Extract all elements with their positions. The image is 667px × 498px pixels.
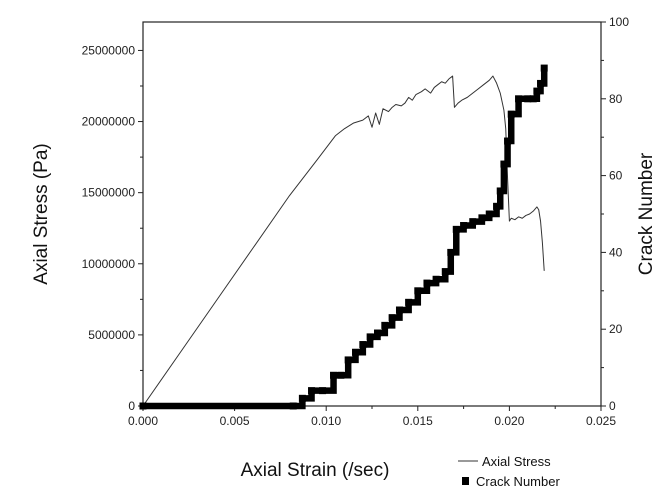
x-tick-label: 0.005 <box>220 414 250 428</box>
series-axial-stress-line <box>142 75 545 407</box>
crack-number-point <box>337 371 345 379</box>
x-tick-label: 0.000 <box>128 414 158 428</box>
crack-number-point <box>469 218 477 226</box>
y2-tick-label: 80 <box>609 92 623 106</box>
crack-number-point <box>540 64 548 72</box>
crack-number-point <box>373 329 381 337</box>
crack-number-point <box>533 87 541 95</box>
crack-number-point <box>308 387 316 395</box>
crack-number-point <box>500 160 508 168</box>
crack-number-point <box>447 248 455 256</box>
crack-number-point <box>537 79 545 87</box>
y-axis-ticks: 0 5000000 10000000 15000000 20000000 25000000 <box>82 43 143 413</box>
crack-number-point <box>319 387 327 395</box>
crack-number-point <box>452 225 460 233</box>
y-tick-label: 5000000 <box>88 328 135 342</box>
crack-number-point <box>352 348 360 356</box>
crack-number-point <box>359 341 367 349</box>
y2-tick-label: 20 <box>609 322 623 336</box>
x-axis-title: Axial Strain (/sec) <box>241 460 390 481</box>
crack-number-point <box>298 394 306 402</box>
y2-tick-label: 0 <box>609 399 616 413</box>
crack-number-point <box>330 371 338 379</box>
y-tick-label: 20000000 <box>82 115 136 129</box>
crack-number-point <box>395 306 403 314</box>
crack-number-point <box>515 95 523 103</box>
y2-axis-ticks: 0 20 40 60 80 100 <box>601 15 629 413</box>
x-tick-label: 0.025 <box>586 414 616 428</box>
x-axis-ticks: 0.000 0.005 0.010 0.015 0.020 0.025 <box>128 406 616 428</box>
crack-number-point <box>496 187 504 195</box>
crack-number-point <box>524 95 532 103</box>
crack-number-point <box>405 298 413 306</box>
series-layer <box>139 64 548 410</box>
legend-swatch-crack-number <box>462 477 469 485</box>
y2-tick-label: 100 <box>609 15 629 29</box>
x-tick-label: 0.020 <box>494 414 524 428</box>
crack-number-point <box>432 275 440 283</box>
y2-axis-title: Crack Number <box>636 152 657 275</box>
y2-tick-label: 60 <box>609 169 623 183</box>
y2-tick-label: 40 <box>609 245 623 259</box>
crack-number-point <box>485 210 493 218</box>
legend: Axial Stress Crack Number <box>458 454 560 489</box>
crack-number-point <box>414 287 422 295</box>
y-tick-label: 15000000 <box>82 186 136 200</box>
crack-number-point <box>478 214 486 222</box>
crack-number-point <box>423 279 431 287</box>
crack-number-point <box>381 321 389 329</box>
y-axis-title: Axial Stress (Pa) <box>31 143 52 284</box>
crack-number-point <box>441 268 449 276</box>
crack-number-point <box>507 110 515 118</box>
crack-number-point <box>493 202 501 210</box>
crack-number-point <box>388 314 396 322</box>
y-tick-label: 10000000 <box>82 257 136 271</box>
legend-label-crack-number: Crack Number <box>476 474 560 489</box>
crack-number-point <box>460 222 468 230</box>
crack-number-point <box>139 402 147 410</box>
crack-number-point <box>344 356 352 364</box>
crack-number-point <box>529 95 537 103</box>
x-tick-label: 0.010 <box>311 414 341 428</box>
x-tick-label: 0.015 <box>403 414 433 428</box>
crack-number-point <box>366 333 374 341</box>
legend-label-axial-stress: Axial Stress <box>482 454 551 469</box>
crack-number-point <box>289 402 297 410</box>
y-tick-label: 25000000 <box>82 43 136 57</box>
y-tick-label: 0 <box>128 399 135 413</box>
crack-number-point <box>504 137 512 145</box>
